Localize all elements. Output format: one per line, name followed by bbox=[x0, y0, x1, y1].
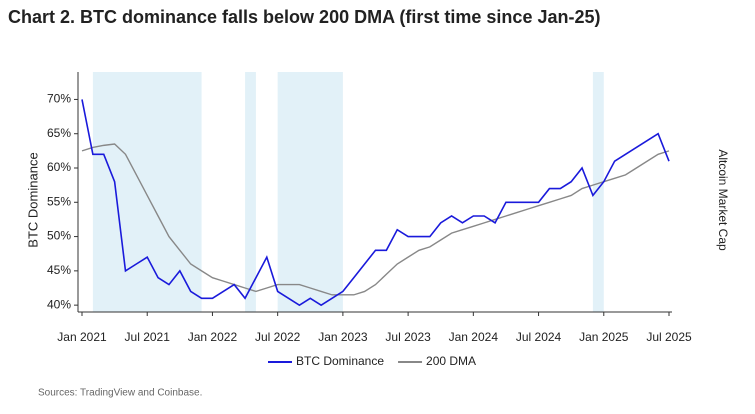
shaded-range bbox=[245, 72, 256, 312]
series-line bbox=[81, 99, 670, 307]
y-axis-label: BTC Dominance bbox=[25, 152, 40, 247]
y-tick-label: 55% bbox=[47, 194, 71, 208]
source-note: Sources: TradingView and Coinbase. bbox=[38, 388, 202, 399]
legend-label: 200 DMA bbox=[426, 354, 476, 368]
chart-title: Chart 2. BTC dominance falls below 200 D… bbox=[8, 7, 600, 27]
y2-axis-label: Altcoin Market Cap bbox=[716, 149, 730, 251]
y-tick-label: 65% bbox=[47, 126, 71, 140]
y-tick-label: 40% bbox=[47, 297, 71, 311]
x-tick-label: Jan 2021 bbox=[57, 330, 107, 344]
x-tick-label: Jul 2023 bbox=[385, 330, 431, 344]
shaded-range bbox=[92, 72, 202, 312]
shaded-range bbox=[277, 72, 343, 312]
x-tick-label: Jul 2024 bbox=[516, 330, 562, 344]
x-tick-label: Jul 2025 bbox=[646, 330, 692, 344]
series-line bbox=[81, 143, 670, 296]
x-tick-label: Jan 2025 bbox=[579, 330, 629, 344]
x-tick-label: Jan 2023 bbox=[318, 330, 368, 344]
shaded-range bbox=[592, 72, 604, 312]
y-tick-label: 45% bbox=[47, 263, 71, 277]
x-tick-label: Jul 2021 bbox=[125, 330, 171, 344]
x-tick-label: Jul 2022 bbox=[255, 330, 301, 344]
y-tick-label: 60% bbox=[47, 160, 71, 174]
legend-label: BTC Dominance bbox=[296, 354, 384, 368]
y-tick-label: 70% bbox=[47, 92, 71, 106]
x-tick-label: Jan 2022 bbox=[188, 330, 238, 344]
x-tick-label: Jan 2024 bbox=[449, 330, 499, 344]
y-tick-label: 50% bbox=[47, 229, 71, 243]
